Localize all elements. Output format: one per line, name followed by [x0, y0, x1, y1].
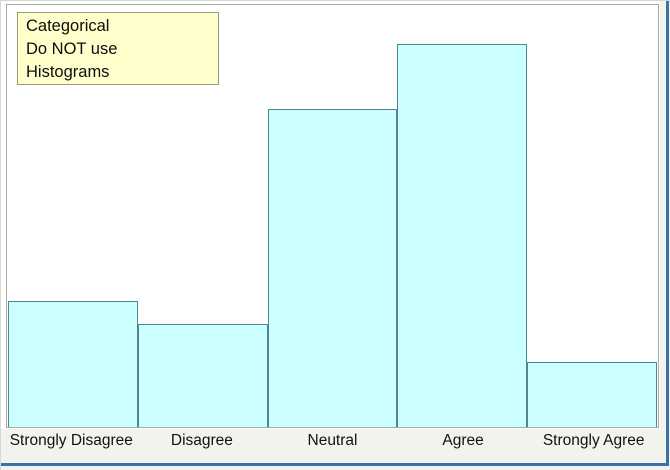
x-label-strongly-disagree: Strongly Disagree — [9, 432, 133, 449]
x-label-neutral: Neutral — [307, 432, 358, 449]
bar-chart — [8, 5, 657, 427]
x-label-strongly-agree: Strongly Agree — [542, 432, 645, 449]
note-line-1: Categorical — [26, 17, 110, 35]
bar-agree — [397, 44, 528, 427]
bar-neutral — [267, 109, 398, 427]
x-label-agree: Agree — [442, 432, 484, 449]
note-line-2: Do NOT use — [26, 40, 118, 59]
x-label-disagree: Disagree — [170, 432, 233, 449]
annotation-note: Categorical Do NOT use Histograms — [17, 12, 219, 85]
x-axis-labels: Strongly Disagree Disagree Neutral Agree Str… — [6, 430, 659, 452]
blue-edge-bottom — [1, 463, 669, 466]
blue-edge-right — [666, 1, 669, 466]
bar-disagree — [137, 324, 268, 427]
bar-strongly-disagree — [8, 301, 138, 427]
note-line-3: Histograms — [26, 63, 110, 82]
bar-strongly-agree — [527, 362, 657, 427]
